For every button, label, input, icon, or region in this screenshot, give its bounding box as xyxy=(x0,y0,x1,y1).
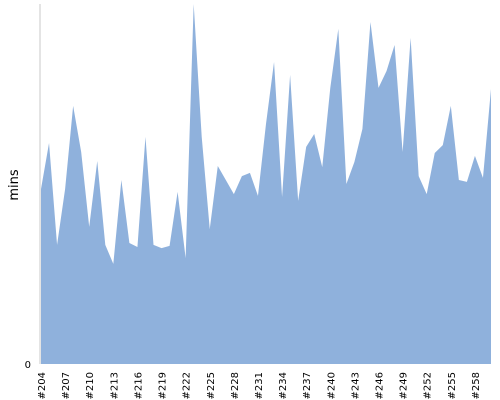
x-tick-label: #246 xyxy=(375,372,386,399)
y-axis-ticks: 0 xyxy=(25,360,31,371)
x-tick-label: #243 xyxy=(350,372,361,399)
x-tick-label: #222 xyxy=(182,372,193,399)
x-tick-label: #204 xyxy=(37,372,48,399)
x-tick-label: #237 xyxy=(302,372,313,399)
x-tick-label: #255 xyxy=(447,372,458,399)
x-tick-label: #228 xyxy=(230,372,241,399)
x-tick-label: #210 xyxy=(85,372,96,399)
x-tick-label: #234 xyxy=(278,372,289,399)
series-area xyxy=(41,4,491,364)
x-axis-ticks: #204 #207 #210 #213 #216 #219 #222 #225 #228 #231… xyxy=(37,372,482,399)
area-series xyxy=(41,4,491,364)
y-axis-label: mins xyxy=(7,169,22,201)
x-tick-label: #207 xyxy=(61,372,72,399)
x-tick-label: #249 xyxy=(399,372,410,399)
x-tick-label: #216 xyxy=(133,372,144,399)
x-tick-label: #213 xyxy=(109,372,120,399)
x-tick-label: #258 xyxy=(471,372,482,399)
x-tick-label: #240 xyxy=(326,372,337,399)
x-tick-label: #252 xyxy=(423,372,434,399)
x-tick-label: #219 xyxy=(158,372,169,399)
x-tick-label: #225 xyxy=(206,372,217,399)
y-tick-label: 0 xyxy=(25,360,31,371)
x-tick-label: #231 xyxy=(254,372,265,399)
